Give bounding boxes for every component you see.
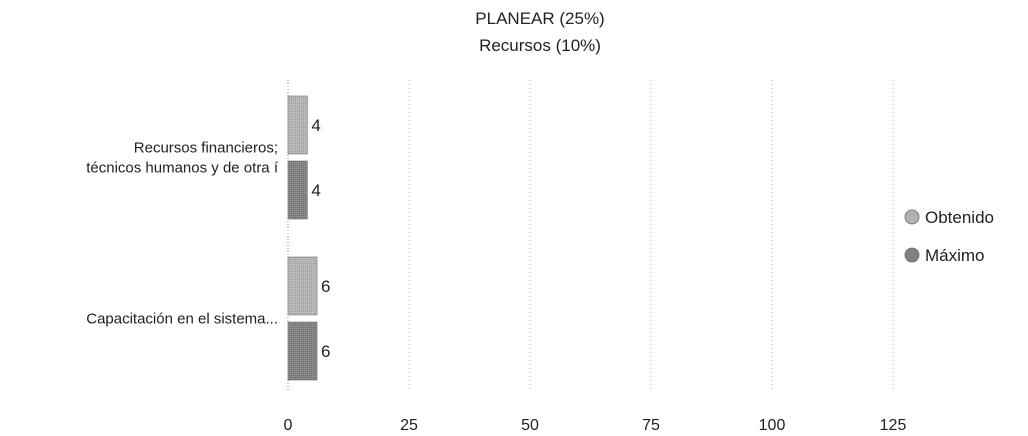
value-label: 4 — [311, 181, 320, 200]
legend-label: Obtenido — [925, 208, 994, 227]
category-label: Recursos financieros; — [134, 140, 278, 157]
chart-title: PLANEAR (25%) — [475, 9, 604, 28]
x-tick-label: 0 — [284, 417, 293, 434]
value-label: 4 — [311, 116, 320, 135]
x-tick-label: 100 — [759, 417, 786, 434]
chart-subtitle: Recursos (10%) — [479, 36, 601, 55]
legend-swatch-icon — [904, 209, 920, 225]
y-axis-categories: Recursos financieros; técnicos humanos y … — [86, 140, 279, 328]
category-label: Capacitación en el sistema... — [86, 311, 278, 328]
bar-texture — [288, 96, 308, 154]
bar-texture — [288, 161, 308, 219]
legend-swatch-icon — [904, 247, 920, 263]
gridlines — [287, 80, 894, 391]
bars — [287, 95, 318, 381]
legend: Obtenido Máximo — [904, 208, 994, 265]
value-label: 6 — [321, 342, 330, 361]
value-labels: 4 4 6 6 — [311, 116, 330, 361]
x-tick-label: 25 — [400, 417, 418, 434]
category-label: técnicos humanos y de otra í — [86, 160, 279, 177]
bar-texture — [288, 257, 318, 315]
x-tick-label: 75 — [642, 417, 660, 434]
value-label: 6 — [321, 277, 330, 296]
x-tick-label: 50 — [521, 417, 539, 434]
bar-texture — [288, 322, 318, 380]
legend-label: Máximo — [925, 246, 985, 265]
x-axis-ticks: 0 25 50 75 100 125 — [284, 417, 907, 434]
x-tick-label: 125 — [880, 417, 907, 434]
